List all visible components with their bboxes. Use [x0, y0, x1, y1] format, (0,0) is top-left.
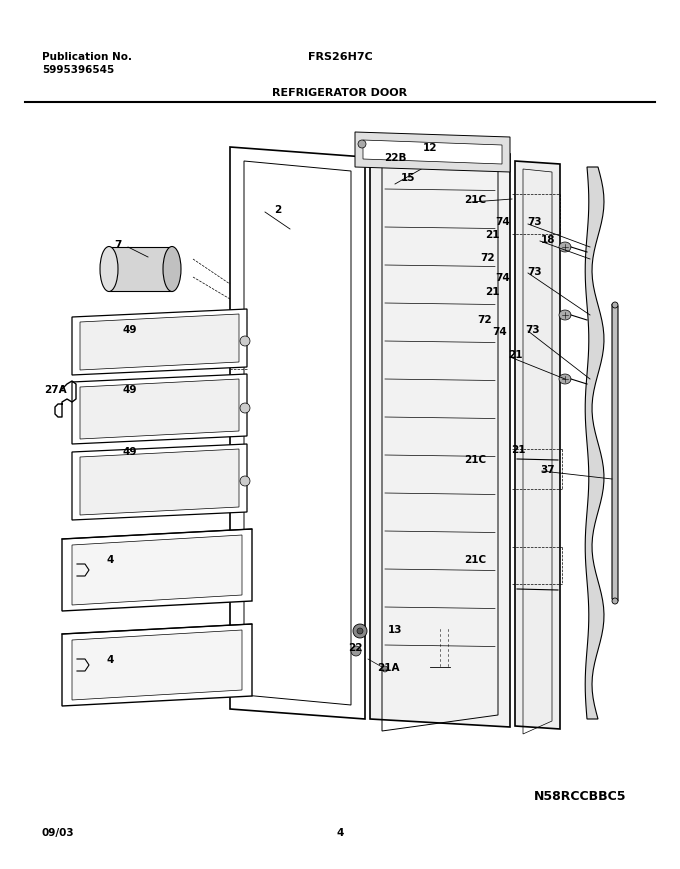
Polygon shape	[80, 449, 239, 515]
Circle shape	[357, 628, 363, 634]
Text: 4: 4	[106, 654, 114, 664]
Text: 09/03: 09/03	[42, 827, 75, 837]
Polygon shape	[585, 168, 604, 720]
Text: 21A: 21A	[377, 662, 399, 673]
Polygon shape	[612, 305, 618, 601]
Text: 49: 49	[123, 447, 137, 456]
Polygon shape	[515, 162, 560, 729]
Text: 4: 4	[337, 827, 343, 837]
Circle shape	[240, 336, 250, 347]
Text: Publication No.: Publication No.	[42, 52, 132, 62]
Text: 12: 12	[423, 143, 437, 153]
Text: 21C: 21C	[464, 454, 486, 464]
Polygon shape	[62, 624, 252, 706]
Circle shape	[382, 667, 388, 673]
Polygon shape	[72, 309, 247, 375]
Text: 22B: 22B	[384, 153, 406, 163]
Text: 72: 72	[481, 253, 495, 262]
Text: 74: 74	[496, 216, 511, 227]
Text: 21: 21	[485, 287, 499, 296]
Text: 2: 2	[274, 205, 282, 215]
Text: 15: 15	[401, 173, 415, 182]
Circle shape	[351, 647, 361, 656]
Ellipse shape	[163, 247, 181, 292]
Text: 21: 21	[508, 349, 522, 360]
Polygon shape	[72, 535, 242, 606]
Circle shape	[358, 141, 366, 149]
Text: 7: 7	[114, 240, 122, 249]
Circle shape	[353, 624, 367, 638]
Polygon shape	[72, 444, 247, 521]
Text: 37: 37	[541, 464, 556, 474]
Circle shape	[240, 476, 250, 487]
Text: 4: 4	[106, 554, 114, 564]
Text: 49: 49	[123, 325, 137, 335]
Text: 21: 21	[485, 229, 499, 240]
Text: FRS26H7C: FRS26H7C	[307, 52, 373, 62]
Text: 49: 49	[123, 385, 137, 395]
Polygon shape	[72, 630, 242, 700]
Circle shape	[240, 403, 250, 414]
Text: 13: 13	[388, 624, 403, 634]
Text: 21: 21	[511, 444, 525, 454]
Text: 73: 73	[528, 267, 543, 276]
Polygon shape	[72, 375, 247, 444]
Text: 72: 72	[477, 315, 492, 325]
Text: 74: 74	[496, 273, 511, 282]
Polygon shape	[355, 133, 510, 173]
Text: 74: 74	[492, 327, 507, 336]
Polygon shape	[109, 248, 172, 292]
Ellipse shape	[100, 247, 118, 292]
Text: 73: 73	[526, 325, 541, 335]
Text: 18: 18	[541, 235, 556, 245]
Text: N58RCCBBC5: N58RCCBBC5	[534, 789, 626, 802]
Ellipse shape	[612, 302, 618, 308]
Text: 5995396545: 5995396545	[42, 65, 114, 75]
Text: 22: 22	[347, 642, 362, 653]
Ellipse shape	[612, 599, 618, 604]
Text: REFRIGERATOR DOOR: REFRIGERATOR DOOR	[273, 88, 407, 98]
Text: 27A: 27A	[44, 385, 67, 395]
Polygon shape	[80, 315, 239, 370]
Ellipse shape	[559, 310, 571, 321]
Polygon shape	[370, 148, 510, 727]
Text: 73: 73	[528, 216, 543, 227]
Ellipse shape	[559, 375, 571, 385]
Polygon shape	[62, 529, 252, 611]
Polygon shape	[80, 380, 239, 440]
Text: 21C: 21C	[464, 195, 486, 205]
Text: 21C: 21C	[464, 554, 486, 564]
Ellipse shape	[559, 242, 571, 253]
Polygon shape	[363, 141, 502, 165]
